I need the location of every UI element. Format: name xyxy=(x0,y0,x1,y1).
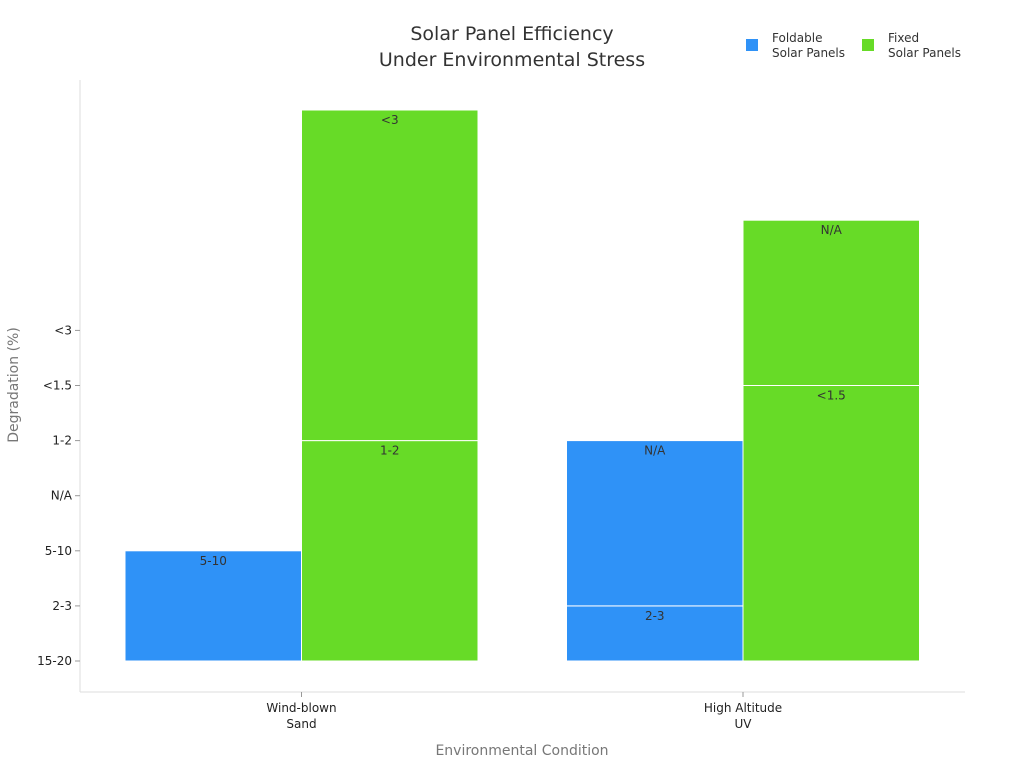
chart-title: Solar Panel Efficiency Under Environment… xyxy=(379,23,645,71)
bar-segment xyxy=(124,550,302,662)
bar-segment xyxy=(566,440,744,607)
x-tick-label: High Altitude xyxy=(704,701,782,715)
y-tick-label: 15-20 xyxy=(37,654,72,668)
legend-swatch-fixed xyxy=(862,39,874,51)
data-label: 5-10 xyxy=(200,554,227,568)
bar-segment xyxy=(566,605,744,662)
data-labels: 5-10 2-3 N/A 1-2 <3 <1.5 N/A xyxy=(200,113,846,623)
x-axis-ticks: Wind-blown Sand High Altitude UV xyxy=(266,692,782,731)
x-tick-label: Sand xyxy=(286,717,316,731)
bars xyxy=(124,109,920,662)
chart-title-line-1: Solar Panel Efficiency xyxy=(410,23,613,45)
y-tick-label: <3 xyxy=(54,323,72,337)
bar-segment xyxy=(742,219,920,386)
chart-legend: Foldable Solar Panels Fixed Solar Panels xyxy=(746,31,961,60)
data-label: <3 xyxy=(381,113,399,127)
y-axis-title: Degradation (%) xyxy=(6,327,22,443)
data-label: <1.5 xyxy=(817,389,846,403)
bar-segment xyxy=(742,385,920,662)
y-tick-label: <1.5 xyxy=(43,379,72,393)
legend-label-fixed-line-2: Solar Panels xyxy=(888,46,961,60)
y-tick-label: 1-2 xyxy=(52,434,72,448)
y-tick-label: 5-10 xyxy=(45,544,72,558)
x-axis-title: Environmental Condition xyxy=(435,743,608,759)
bar-segment xyxy=(301,440,479,662)
data-label: 2-3 xyxy=(645,609,665,623)
x-tick-label: Wind-blown xyxy=(266,701,336,715)
data-label: N/A xyxy=(644,444,666,458)
legend-label-fixed-line-1: Fixed xyxy=(888,31,919,45)
x-tick-label: UV xyxy=(735,717,753,731)
y-axis-ticks: 15-20 2-3 5-10 N/A 1-2 <1.5 <3 xyxy=(37,323,80,668)
legend-label-foldable-line-2: Solar Panels xyxy=(772,46,845,60)
data-label: N/A xyxy=(821,223,843,237)
legend-swatch-foldable xyxy=(746,39,758,51)
chart-title-line-2: Under Environmental Stress xyxy=(379,49,645,71)
y-tick-label: N/A xyxy=(51,489,73,503)
legend-label-foldable-line-1: Foldable xyxy=(772,31,822,45)
y-tick-label: 2-3 xyxy=(52,599,72,613)
data-label: 1-2 xyxy=(380,444,400,458)
bar-segment xyxy=(301,109,479,442)
